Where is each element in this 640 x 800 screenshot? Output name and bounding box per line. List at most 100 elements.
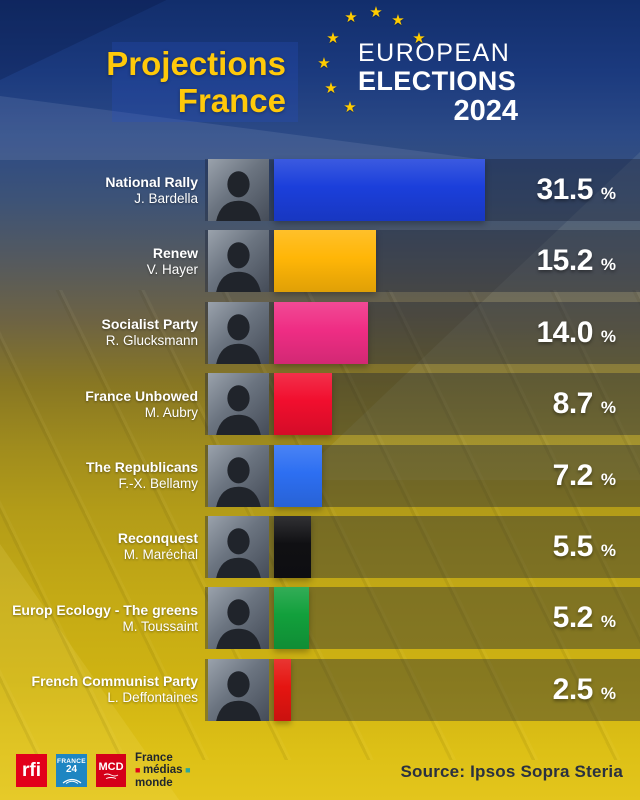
percent-sign: % [600,326,616,346]
candidate-name: L. Deffontaines [107,690,198,706]
percent-block: 7.2 % [553,445,616,507]
percent-sign: % [600,469,616,489]
row-labels: Socialist Party R. Glucksmann [0,302,199,364]
france-medias-monde-logo: France ■ médias ■ monde [135,752,191,790]
party-name: Reconquest [117,530,198,547]
row-labels: The Republicans F.-X. Bellamy [0,445,198,507]
row-band: 14.0 % [205,301,640,364]
result-row: Europ Ecology - The greens M. Toussaint … [0,587,640,650]
row-band: 15.2 % [205,230,640,293]
candidate-photo [208,373,269,436]
france24-logo: FRANCE 24 [56,754,87,787]
percent-sign: % [600,540,616,560]
rfi-logo-text: rfi [22,760,41,781]
candidate-photo [208,515,269,578]
percent-block: 14.0 % [536,302,616,364]
row-band: 2.5 % [205,658,640,721]
row-labels: Renew V. Hayer [0,230,198,292]
candidate-photo [208,230,269,293]
party-name: National Rally [105,173,198,190]
result-bar [274,444,322,507]
person-silhouette-icon [216,171,261,221]
candidate-photo [208,658,269,721]
eu-logo-line2: ELECTIONS [358,66,517,96]
row-band: 7.2 % [205,444,640,507]
row-band: 5.5 % [205,515,640,578]
percent-value: 8.7 [552,387,594,421]
person-silhouette-icon [216,670,261,721]
result-bar [274,301,368,364]
result-bar [274,159,485,221]
page-title-line2: France [177,82,286,119]
percent-value: 31.5 [536,173,593,206]
eu-logo-line3: 2024 [453,95,518,127]
rfi-logo: rfi [16,754,47,787]
eu-star-icon: ★ [344,9,358,26]
row-labels: Europ Ecology - The greens M. Toussaint [0,587,198,649]
percent-sign: % [600,683,616,703]
percent-sign: % [600,255,616,275]
percent-value: 5.5 [552,529,594,563]
percent-sign: % [600,184,616,203]
party-name: The Republicans [85,459,198,476]
percent-block: 8.7 % [553,373,616,435]
result-bar [274,373,332,436]
result-row: National Rally J. Bardella 31.5 % [0,159,640,221]
candidate-name: F.-X. Bellamy [118,476,198,492]
result-bar [274,587,309,650]
eu-logo-line1: EUROPEAN [358,39,511,67]
row-labels: Reconquest M. Maréchal [0,516,198,578]
title-panel: Projections France [106,42,298,122]
percent-block: 5.5 % [553,516,616,578]
row-band: 5.2 % [205,587,640,650]
eu-star-icon: ★ [317,55,331,72]
eu-star-icon: ★ [326,30,340,47]
percent-value: 5.2 [552,601,594,635]
result-bar [274,230,376,293]
candidate-photo [208,587,269,650]
mcd-logo-text: MCD [98,761,124,773]
person-silhouette-icon [216,385,261,436]
percent-sign: % [600,612,616,632]
percent-sign: % [600,398,616,418]
candidate-name: M. Aubry [144,404,198,420]
party-name: Socialist Party [101,316,199,333]
row-labels: National Rally J. Bardella [0,159,198,221]
result-row: Renew V. Hayer 15.2 % [0,230,640,293]
person-silhouette-icon [216,314,261,364]
results-rows: National Rally J. Bardella 31.5 % Rene [0,159,640,721]
person-silhouette-icon [216,528,261,578]
percent-block: 31.5 % [536,159,616,221]
candidate-name: J. Bardella [134,190,198,206]
eu-logo-text: EUROPEAN ELECTIONS 2024 [358,40,518,127]
candidate-name: R. Glucksmann [105,333,198,349]
percent-value: 7.2 [552,458,594,492]
percent-block: 15.2 % [536,230,616,292]
page-title-line1: Projections [106,45,286,82]
eu-star-icon: ★ [412,30,426,47]
teal-dot-icon: ■ [182,765,191,776]
person-silhouette-icon [216,242,261,293]
party-name: French Communist Party [31,673,198,690]
france24-logo-text: FRANCE [57,757,86,765]
eu-elections-logo: ★ ★ ★ ★ ★ ★ ★ ★ EUROPEAN ELECTIONS 2024 [312,4,532,136]
candidate-name: M. Maréchal [123,547,198,563]
result-row: France Unbowed M. Aubry 8.7 % [0,373,640,436]
party-name: Renew [152,244,198,261]
fmm-line1: France [135,751,173,764]
mcd-logo: MCD [96,754,126,787]
result-row: Reconquest M. Maréchal 5.5 % [0,515,640,578]
row-band: 31.5 % [205,159,640,221]
row-band: 8.7 % [205,373,640,436]
person-silhouette-icon [216,456,261,507]
broadcaster-logos: rfi FRANCE 24 MCD France ■ médias ■ mond… [16,752,191,790]
source-text: Source: Ipsos Sopra Steria [400,762,623,781]
eu-star-icon: ★ [369,4,383,21]
france24-logo-number: 24 [65,763,78,775]
result-row: Socialist Party R. Glucksmann 14.0 % [0,301,640,364]
eu-star-icon: ★ [343,99,357,116]
mcd-arabic-script-icon [103,773,119,779]
fmm-line3: monde [135,776,173,789]
percent-value: 2.5 [552,672,594,706]
